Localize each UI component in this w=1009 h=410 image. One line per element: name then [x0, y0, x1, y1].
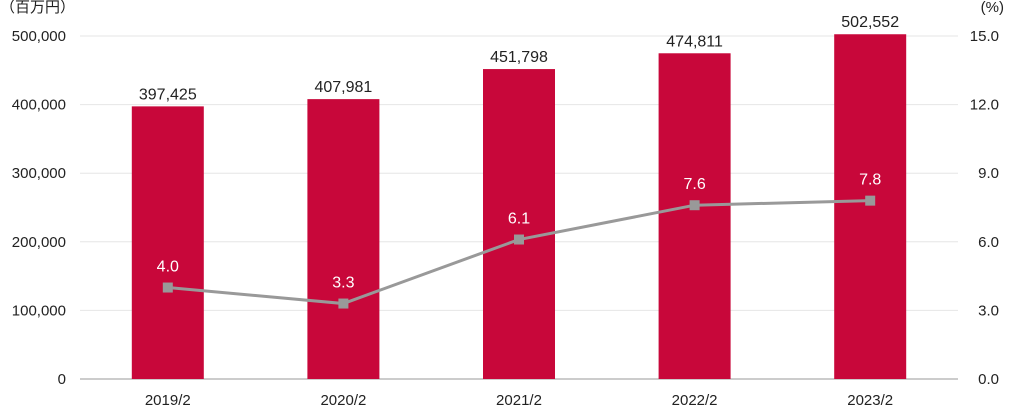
line-layer [162, 195, 876, 309]
right-axis-tick-label: 3.0 [978, 302, 999, 319]
bar-value-label: 474,811 [666, 33, 723, 50]
line-point-marker [689, 200, 700, 211]
right-axis-tick-label: 12.0 [970, 97, 999, 114]
left-axis-tick-label: 500,000 [12, 28, 66, 45]
bar-value-label: 451,798 [490, 49, 548, 66]
left-axis-unit-label: （百万円） [0, 0, 75, 16]
line-value-label: 7.6 [683, 176, 705, 193]
bar-value-label: 502,552 [841, 14, 899, 31]
x-axis-tick-label: 2022/2 [672, 392, 718, 409]
x-axis-tick-label: 2021/2 [496, 392, 542, 409]
bar-value-label: 407,981 [314, 79, 372, 96]
right-axis-tick-label: 9.0 [978, 165, 999, 182]
line-point-marker [162, 282, 173, 293]
x-axis-tick-label: 2020/2 [320, 392, 366, 409]
bar [307, 99, 380, 379]
x-axis-tick-label: 2023/2 [847, 392, 893, 409]
x-axis-tick-label: 2019/2 [145, 392, 191, 409]
grid-layer: 0 100,000 200,000 300,000 400,000 500,000 0.0 3… [12, 28, 999, 388]
line-value-label: 6.1 [508, 211, 530, 228]
right-axis-tick-label: 15.0 [970, 28, 999, 45]
bars-layer [131, 34, 907, 379]
labels-layer: 397,425 407,981 451,798 474,811 502,552 2019/… [139, 14, 899, 409]
right-axis-tick-label: 6.0 [978, 234, 999, 251]
bar [834, 34, 907, 379]
line-value-label: 4.0 [157, 259, 179, 276]
left-axis-tick-label: 200,000 [12, 234, 66, 251]
bar [658, 53, 731, 379]
right-axis-unit-label: (%) [981, 0, 1004, 16]
bar [131, 106, 204, 379]
line-point-marker [865, 195, 876, 206]
left-axis-tick-label: 300,000 [12, 165, 66, 182]
right-axis-tick-label: 0.0 [978, 371, 999, 388]
left-axis-tick-label: 100,000 [12, 302, 66, 319]
line-point-marker [338, 298, 349, 309]
line-value-label: 7.8 [859, 172, 881, 189]
line-value-label: 3.3 [332, 275, 354, 292]
left-axis-tick-label: 0 [58, 371, 66, 388]
bar [483, 69, 555, 379]
line-point-marker [514, 234, 524, 245]
left-axis-tick-label: 400,000 [12, 97, 66, 114]
bar-value-label: 397,425 [139, 86, 197, 103]
